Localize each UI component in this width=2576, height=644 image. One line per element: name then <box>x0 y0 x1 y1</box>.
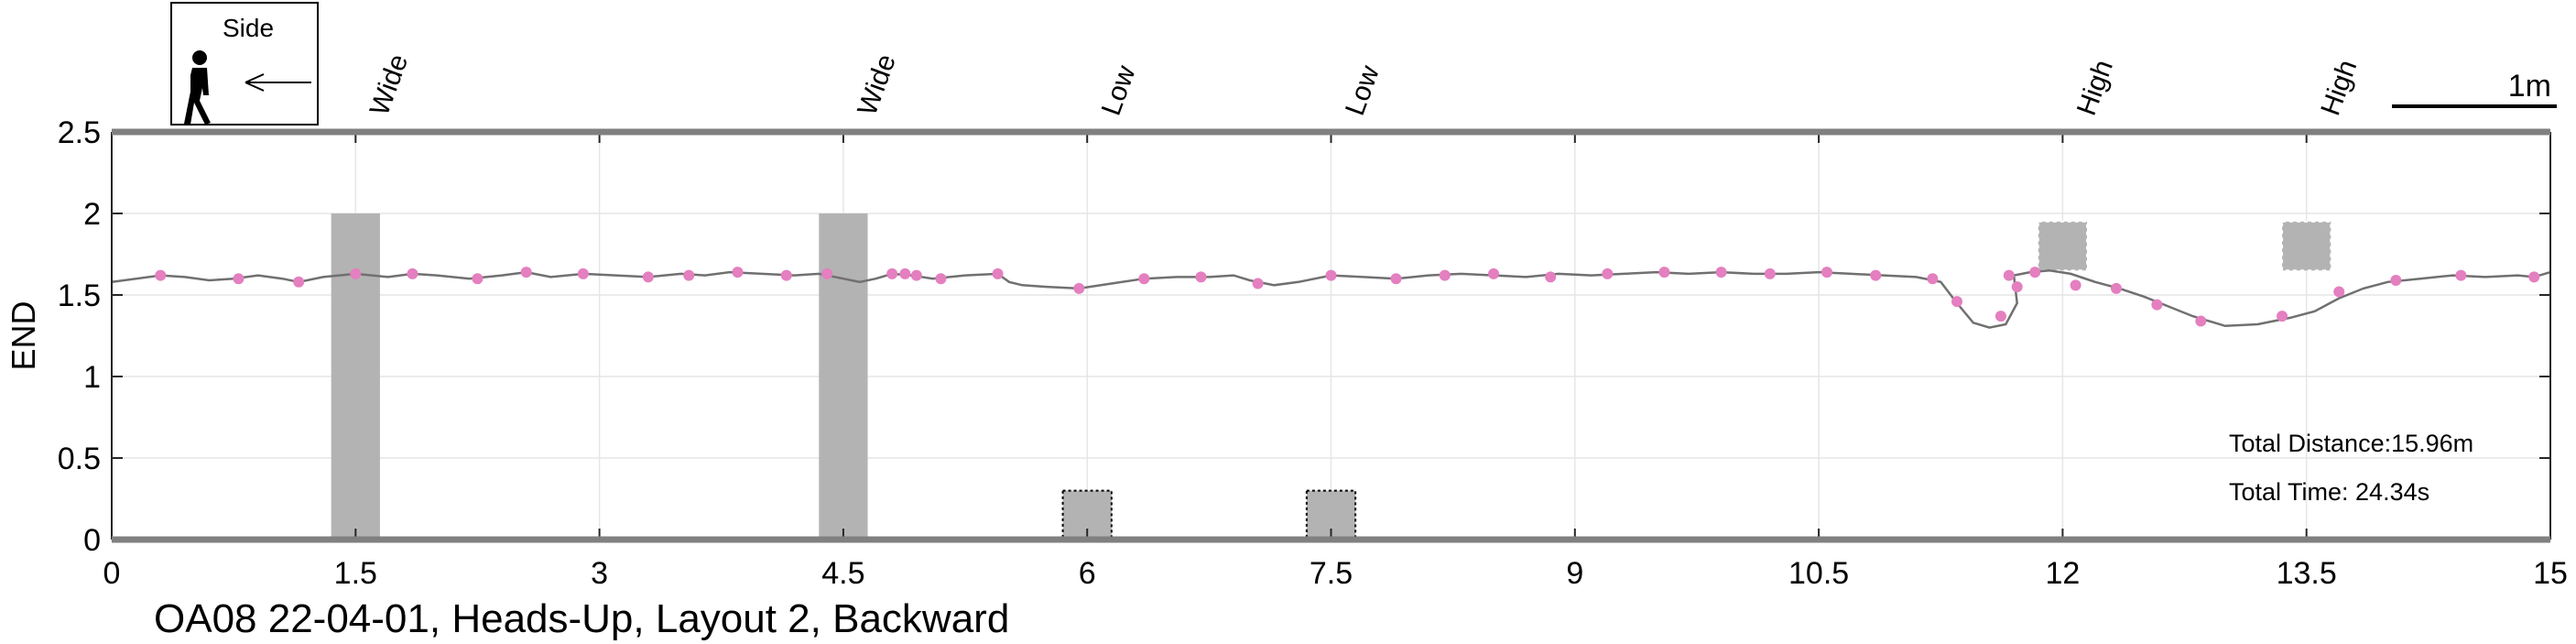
series-marker <box>1545 271 1557 283</box>
series-marker <box>992 267 1004 279</box>
direction-legend-label: Side <box>223 14 274 42</box>
series-marker <box>642 271 654 283</box>
series-marker <box>1390 273 1402 285</box>
y-tick-label: 1 <box>83 360 101 395</box>
series-marker <box>910 269 922 281</box>
x-tick-label: 10.5 <box>1788 556 1849 591</box>
obstacle-label: Wide <box>852 50 901 120</box>
series-marker <box>1994 311 2006 322</box>
series-marker <box>2029 267 2041 278</box>
total-distance-text: Total Distance:15.96m <box>2229 430 2473 457</box>
series-marker <box>2110 282 2122 294</box>
series-marker <box>293 276 305 288</box>
series-markers <box>155 267 2540 327</box>
obstacle-label: Low <box>1096 61 1142 119</box>
series-marker <box>1602 267 1614 279</box>
axes: 0 1.5 3 4.5 6 7.5 9 10.5 12 13.5 15 0 0.5 1 1.5 2 2.5 <box>58 115 2568 591</box>
x-tick-label: 0 <box>103 556 121 591</box>
x-tick-label: 13.5 <box>2277 556 2337 591</box>
x-tick-label: 12 <box>2045 556 2080 591</box>
y-tick-label: 2 <box>83 197 101 232</box>
series-marker <box>1325 269 1337 281</box>
scale-bar-label: 1m <box>2508 69 2551 104</box>
series-marker <box>1658 267 1670 278</box>
series-marker <box>2070 279 2081 291</box>
obstacle-label: High <box>2071 56 2119 119</box>
obstacle-label: Low <box>1340 61 1386 119</box>
series-marker <box>1073 282 1085 294</box>
series-marker <box>2455 269 2467 281</box>
series-marker <box>407 267 418 279</box>
y-tick-label: 0.5 <box>58 442 101 476</box>
obstacles <box>331 213 2332 540</box>
series-marker <box>1951 296 1963 308</box>
series-marker <box>1488 267 1500 279</box>
series-marker <box>350 267 362 279</box>
y-tick-label: 1.5 <box>58 278 101 313</box>
x-tick-label: 9 <box>1566 556 1583 591</box>
series-line <box>111 269 2551 329</box>
obstacle-wide <box>819 213 868 540</box>
series-marker <box>2528 271 2540 283</box>
series-marker <box>2011 281 2023 293</box>
series-marker <box>683 269 695 281</box>
y-tick-label: 2.5 <box>58 115 101 150</box>
series-marker <box>1138 273 1150 285</box>
x-tick-label: 4.5 <box>821 556 864 591</box>
total-time-text: Total Time: 24.34s <box>2229 478 2429 506</box>
obstacle-wide <box>331 213 380 540</box>
x-tick-label: 3 <box>591 556 608 591</box>
obstacle-high <box>2281 220 2332 272</box>
series-marker <box>472 273 484 285</box>
series-marker <box>1870 269 1882 281</box>
scale-bar: 1m <box>2392 69 2557 108</box>
obstacle-label: High <box>2315 56 2363 119</box>
series <box>111 269 2551 329</box>
chart-title: OA08 22-04-01, Heads-Up, Layout 2, Backw… <box>154 596 1009 641</box>
y-tick-label: 0 <box>83 523 101 558</box>
series-marker <box>2333 286 2345 298</box>
series-marker <box>1821 267 1832 278</box>
series-marker <box>577 267 589 279</box>
series-marker <box>2003 269 2015 281</box>
series-marker <box>520 267 532 278</box>
series-marker <box>1764 267 1776 279</box>
x-tick-label: 6 <box>1079 556 1096 591</box>
x-tick-label: 1.5 <box>334 556 377 591</box>
series-marker <box>1439 269 1451 281</box>
series-marker <box>2277 311 2288 322</box>
series-marker <box>233 273 245 285</box>
x-tick-label: 15 <box>2533 556 2568 591</box>
series-marker <box>821 267 833 279</box>
obstacle-high <box>2037 220 2089 272</box>
series-marker <box>2151 299 2163 311</box>
obstacle-labels: Wide Wide Low Low High High <box>364 50 2364 120</box>
series-marker <box>899 267 911 279</box>
x-tick-label: 7.5 <box>1310 556 1353 591</box>
y-axis-label: END <box>5 300 42 370</box>
series-marker <box>1715 267 1727 278</box>
series-marker <box>780 269 792 281</box>
series-marker <box>732 267 744 278</box>
obstacle-label: Wide <box>364 50 414 120</box>
grid-lines <box>111 131 2551 540</box>
arrow-left-icon <box>245 73 311 92</box>
series-marker <box>935 273 947 285</box>
series-marker <box>155 269 167 281</box>
series-marker <box>2195 315 2207 327</box>
series-marker <box>1927 273 1939 285</box>
direction-legend: Side <box>170 2 319 126</box>
series-marker <box>886 267 898 279</box>
series-marker <box>1252 278 1264 289</box>
pedestrian-icon <box>184 50 211 125</box>
series-marker <box>1195 271 1207 283</box>
series-marker <box>2390 274 2402 286</box>
